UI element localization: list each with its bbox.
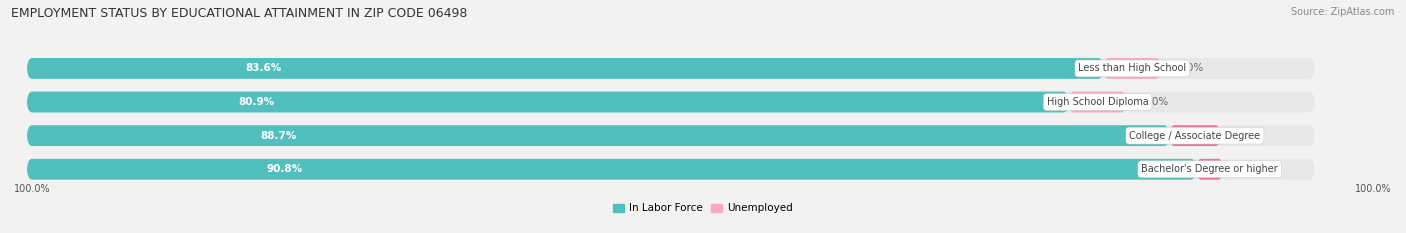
FancyBboxPatch shape <box>1197 159 1223 180</box>
Text: 90.8%: 90.8% <box>266 164 302 174</box>
Text: Source: ZipAtlas.com: Source: ZipAtlas.com <box>1291 7 1395 17</box>
Text: 0.0%: 0.0% <box>1177 63 1204 73</box>
Text: 88.7%: 88.7% <box>260 131 297 141</box>
FancyBboxPatch shape <box>1170 125 1220 146</box>
Text: 0.0%: 0.0% <box>1142 97 1168 107</box>
Text: 100.0%: 100.0% <box>14 184 51 194</box>
FancyBboxPatch shape <box>27 58 1104 79</box>
FancyBboxPatch shape <box>27 92 1315 113</box>
FancyBboxPatch shape <box>27 159 1197 180</box>
FancyBboxPatch shape <box>27 125 1170 146</box>
Text: Less than High School: Less than High School <box>1078 63 1187 73</box>
Text: High School Diploma: High School Diploma <box>1047 97 1149 107</box>
FancyBboxPatch shape <box>27 125 1315 146</box>
Text: 80.9%: 80.9% <box>238 97 274 107</box>
Text: College / Associate Degree: College / Associate Degree <box>1129 131 1260 141</box>
FancyBboxPatch shape <box>1104 58 1161 79</box>
Text: 4.0%: 4.0% <box>1236 131 1263 141</box>
Text: Bachelor's Degree or higher: Bachelor's Degree or higher <box>1142 164 1278 174</box>
FancyBboxPatch shape <box>27 58 1315 79</box>
Legend: In Labor Force, Unemployed: In Labor Force, Unemployed <box>609 199 797 218</box>
Text: 100.0%: 100.0% <box>1355 184 1392 194</box>
FancyBboxPatch shape <box>27 159 1315 180</box>
FancyBboxPatch shape <box>27 92 1069 113</box>
Text: 83.6%: 83.6% <box>246 63 283 73</box>
Text: 2.1%: 2.1% <box>1239 164 1265 174</box>
FancyBboxPatch shape <box>1069 92 1126 113</box>
Text: EMPLOYMENT STATUS BY EDUCATIONAL ATTAINMENT IN ZIP CODE 06498: EMPLOYMENT STATUS BY EDUCATIONAL ATTAINM… <box>11 7 468 20</box>
